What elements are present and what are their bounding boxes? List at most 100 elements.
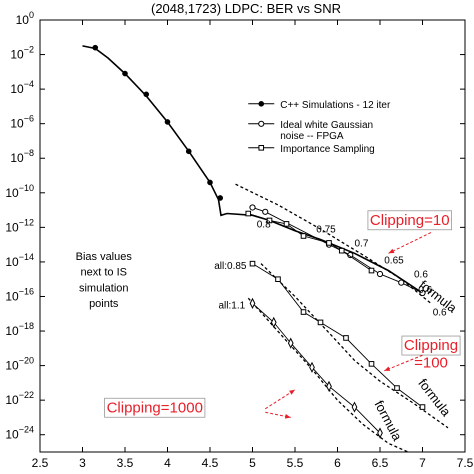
series-c-simulations-12-iter [92,44,223,201]
y-tick-label: 10−4 [10,79,34,96]
annotation-label: Clipping=1000 [107,399,203,416]
annotation-label: next to IS [81,267,127,279]
data-point [368,267,375,274]
data-point [258,145,265,151]
data-point [343,335,349,341]
legend-label: noise -- FPGA [280,131,344,142]
bias-label: all:0.85 [214,261,247,272]
x-tick-label: 6.5 [372,456,389,470]
series [82,44,426,439]
arrow-head [289,389,295,395]
y-tick-label: 10−14 [5,252,34,269]
legend: C++ Simulations - 12 iter Ideal white Gau… [242,90,457,163]
data-point [394,385,400,391]
x-tick-label: 6 [334,456,341,470]
data-point [249,260,256,267]
axes: 2.5 3 3.5 4 4.5 5 5.5 6 6.5 7 7.5 100 10−2 10−4 10−6 10… [5,10,473,470]
bias-label: 0.8 [257,219,271,230]
series-curve [82,45,423,294]
y-tick-label: 10−16 [5,286,34,303]
series-line [82,45,423,294]
y-tick-label: 10−8 [10,148,34,165]
formula-line [260,263,449,429]
bias-label: 0.6 [414,269,428,280]
x-tick-label: 5.5 [287,456,304,470]
data-point [300,309,307,315]
data-point [326,240,332,246]
x-tick-label: 3 [79,456,86,470]
series-clipping-100 [249,260,426,410]
annotation-label: Clipping [404,337,458,354]
data-point [266,217,273,224]
annotation-label: points [89,298,119,310]
x-tick-label: 2.5 [32,456,49,470]
data-point [258,120,265,127]
annotation-label: simulation [79,282,129,294]
x-tick-label: 4.5 [202,456,219,470]
legend-box [242,90,457,163]
formula-line [247,297,409,453]
annotation-box [367,210,452,231]
y-tick-label: 10−10 [5,183,34,200]
y-tick-label: 10−6 [10,114,34,131]
formula-lines [235,183,449,453]
y-tick-label: 10−20 [5,356,34,373]
formula-label: formula [415,376,454,420]
series-line [252,263,423,408]
data-point [249,297,256,309]
data-point [143,91,150,98]
legend-label: C++ Simulations - 12 iter [280,100,391,111]
annotation-box [401,335,461,356]
series-importance-sampling [245,210,375,274]
series-ideal-white-gaussian-noise-fpga [249,204,426,297]
x-tick-label: 5 [249,456,256,470]
y-tick-label: 10−18 [5,321,34,338]
data-point [317,319,324,326]
data-point [419,404,426,410]
annotation-arrow [384,354,423,372]
data-point [351,401,358,413]
data-point [398,279,405,286]
series-clipping-1000 [249,297,383,439]
annotation-arrow [264,389,296,410]
data-point [287,337,294,349]
y-tick-label: 10−12 [5,217,34,234]
x-tick-label: 7 [419,456,426,470]
data-point [258,101,265,107]
y-tick-label: 10−2 [10,45,34,62]
legend-label: Importance Sampling [280,144,375,155]
x-tick-label: 4 [164,456,171,470]
data-point [326,380,332,392]
legend-label: Ideal white Gaussian [280,120,373,131]
chart-title: (2048,1723) LDPC: BER vs SNR [151,1,341,16]
data-point [270,316,277,328]
annotation-arrow [388,232,432,254]
y-tick-label: 10−22 [5,390,34,407]
bias-label: 0.65 [384,256,404,267]
plot-area [39,19,466,453]
data-point [309,361,315,373]
data-point [262,208,269,215]
arrow-head [384,366,391,371]
x-tick-label: 7.5 [457,456,474,470]
data-point [249,204,256,211]
annotation-box [104,397,206,418]
arrow-head [284,414,291,419]
bias-label: 0.6 [433,307,447,318]
data-point [419,289,426,297]
data-point [338,247,345,254]
x-tick-label: 3.5 [117,456,134,470]
bias-label: 0.6 [418,285,432,296]
data-point [245,210,252,217]
data-point [368,361,375,367]
bias-label: 0.7 [355,238,369,249]
arrow-head [388,248,395,254]
annotation-label: Bias values [76,251,133,263]
data-point [376,270,384,278]
data-point [283,221,290,227]
y-tick-label: 10−24 [5,425,34,442]
data-point [300,233,307,239]
bias-label: all:1.1 [219,301,246,312]
data-point [275,276,281,282]
